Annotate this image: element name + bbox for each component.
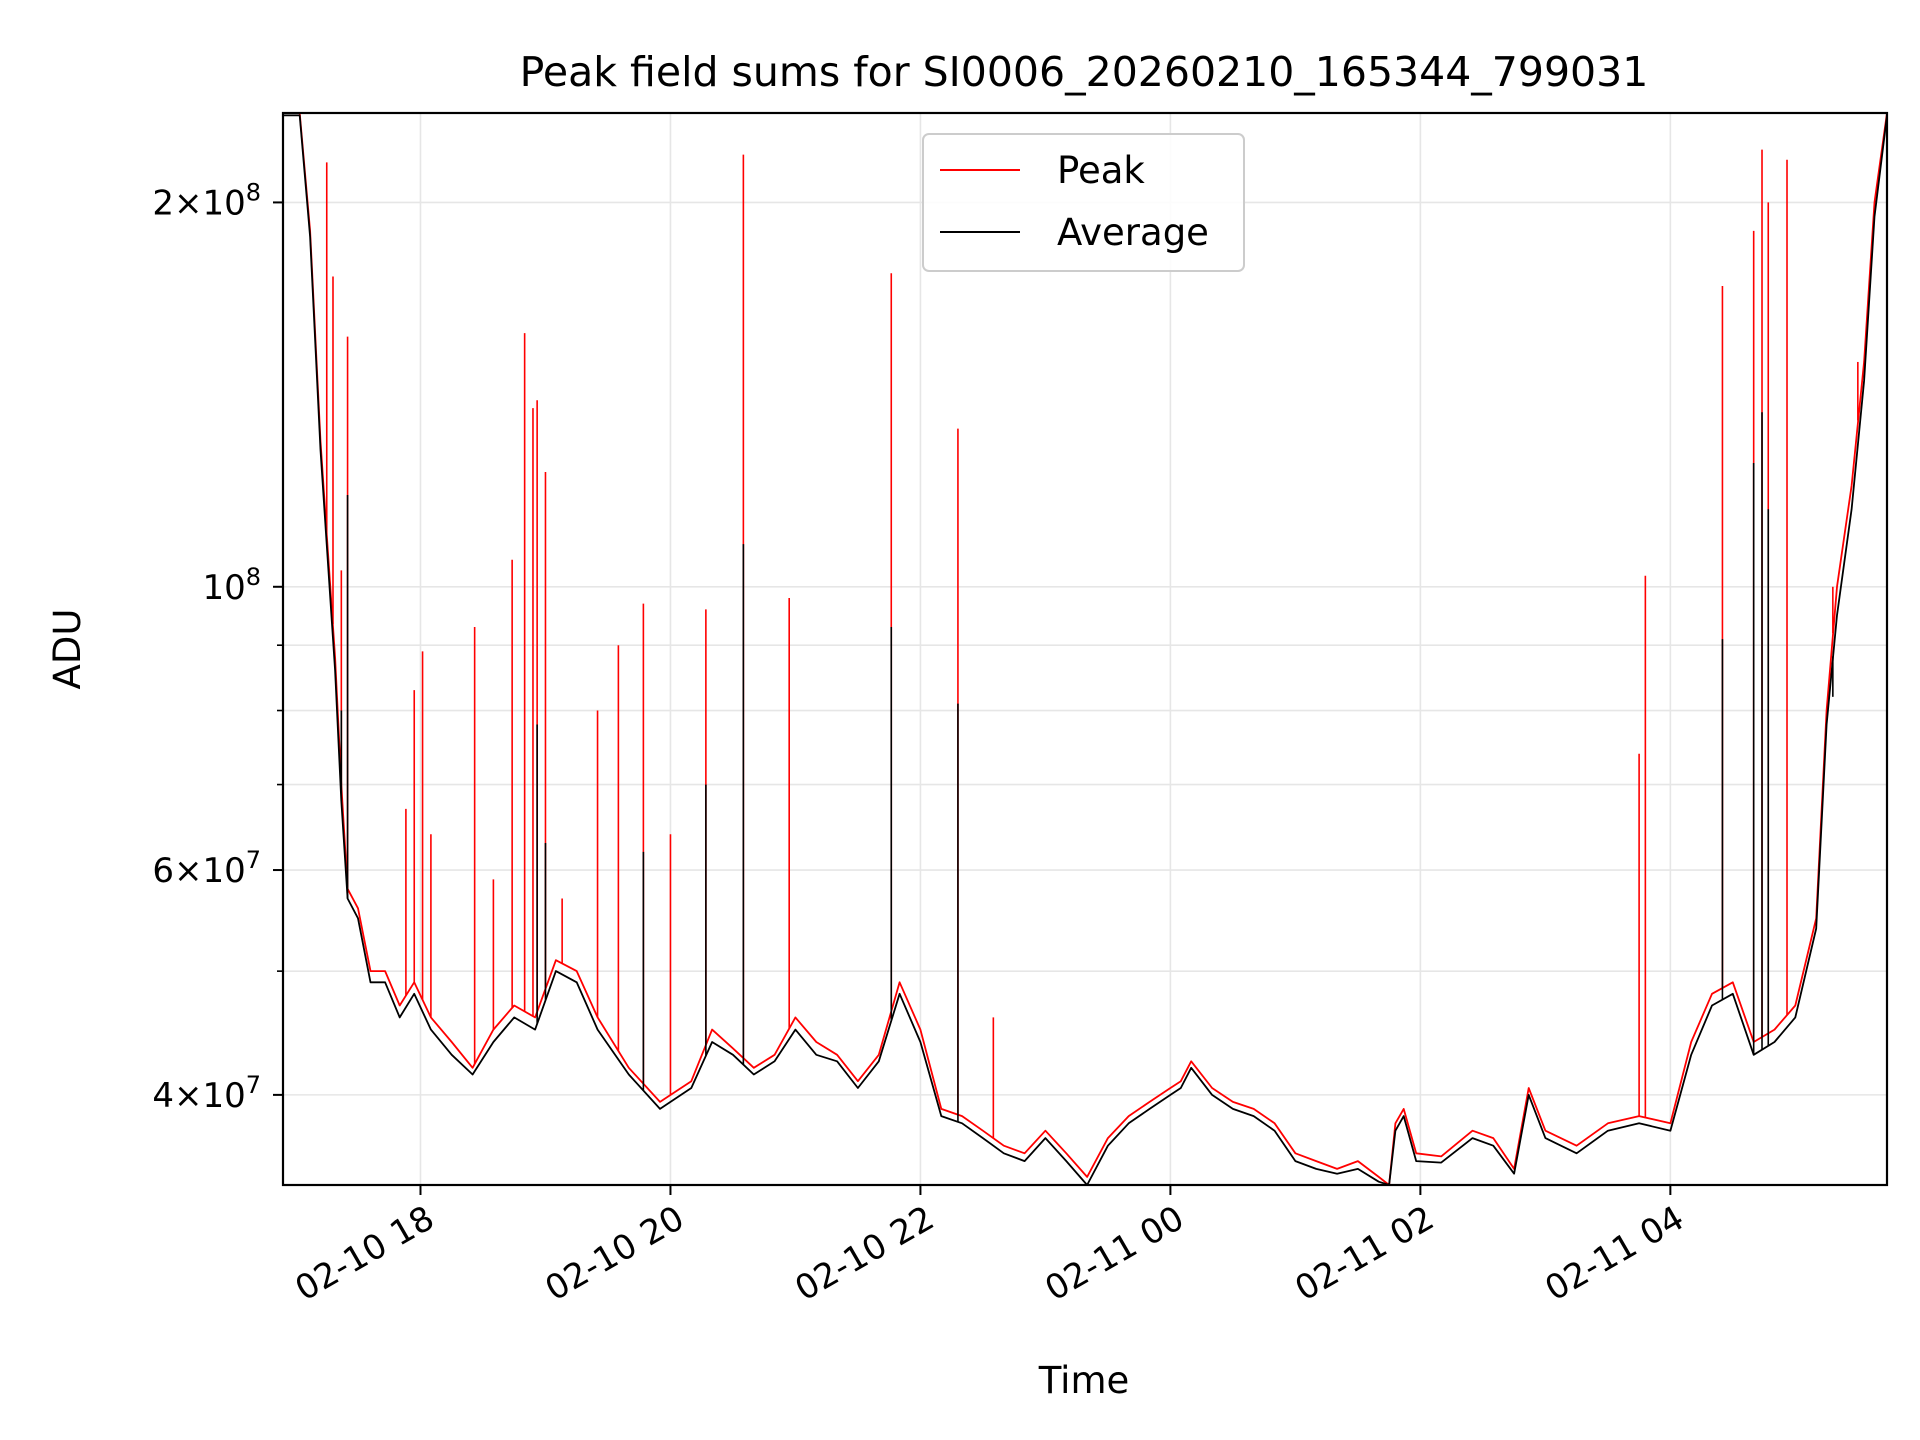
- legend-box: [922, 133, 1245, 272]
- series-line-average: [283, 114, 1888, 1186]
- y-tick-label: 4×107: [152, 1071, 261, 1116]
- y-tick-label: 2×108: [152, 178, 261, 223]
- x-axis-label: Time: [1038, 1359, 1130, 1402]
- legend: Peak Average: [922, 133, 1245, 272]
- chart-title: Peak field sums for SI0006_20260210_1653…: [520, 48, 1649, 96]
- y-tick-label: 108: [202, 563, 261, 608]
- legend-label-average: Average: [1057, 211, 1209, 254]
- y-axis: 4×107 6×107 108 2×108: [152, 178, 283, 1116]
- y-axis-label: ADU: [46, 609, 89, 690]
- series-layer: [283, 112, 1888, 1186]
- legend-label-peak: Peak: [1057, 149, 1145, 192]
- y-tick-label: 6×107: [152, 846, 261, 891]
- series-line-peak: [283, 112, 1888, 1186]
- plot-frame: [281, 111, 1889, 1187]
